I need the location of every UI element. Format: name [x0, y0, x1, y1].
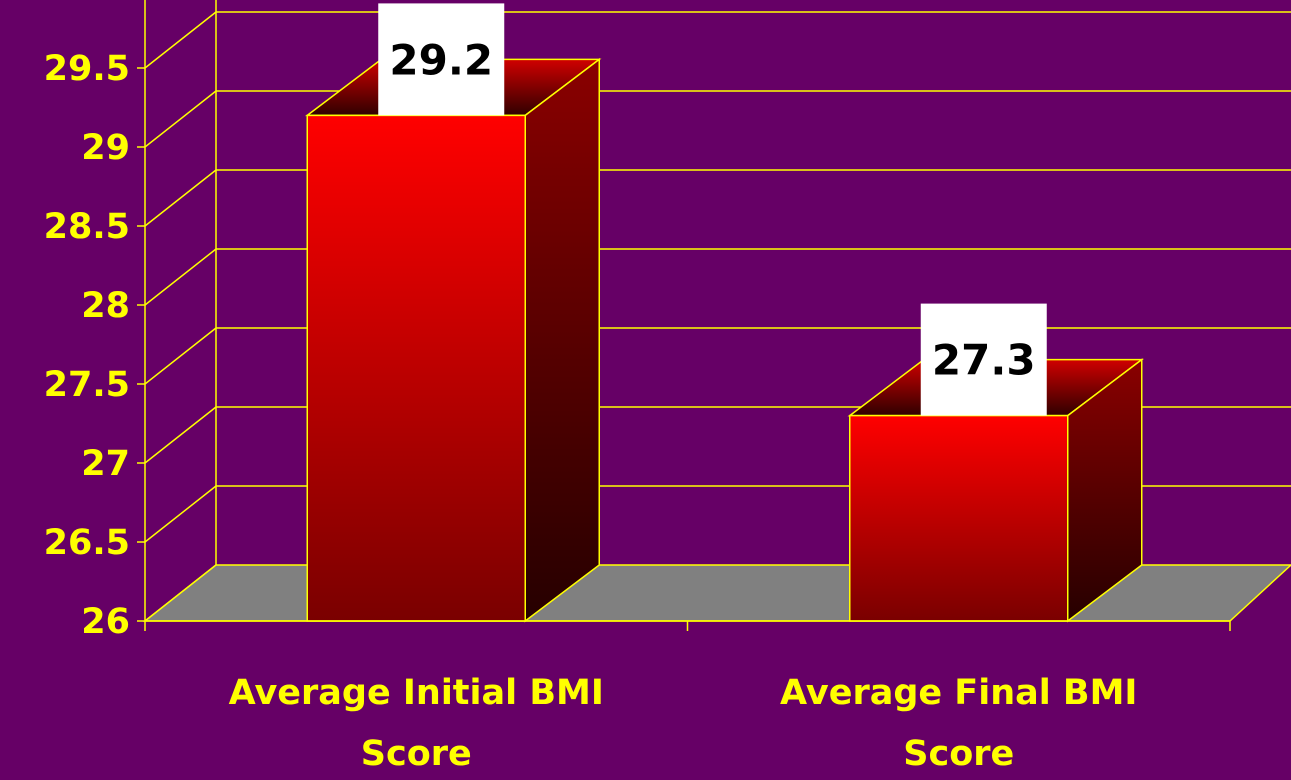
y-tick-label-27.5: 27.5	[44, 365, 130, 405]
bar-1	[849, 414, 1069, 622]
gridline-depth-28.5	[144, 169, 217, 227]
gridline-depth-28	[144, 248, 217, 306]
y-tick-label-29: 29	[81, 128, 130, 168]
gridline-depth-27.5	[144, 327, 217, 385]
bar-0	[306, 114, 526, 622]
y-tick-label-26.5: 26.5	[44, 523, 130, 563]
y-tick-label-28: 28	[81, 286, 130, 326]
y-tick-label-26: 26	[81, 602, 130, 642]
y-tick-label-28.5: 28.5	[44, 207, 130, 247]
y-tick-label-27: 27	[81, 444, 130, 484]
y-tick-label-29.5: 29.5	[44, 49, 130, 89]
labels: 29.2 Average Initial BMI Score 27.3 Average …	[44, 3, 1137, 774]
gridline-depth-27	[144, 406, 217, 464]
gridline-depth-29	[144, 90, 217, 148]
data-label-1: 27.3	[932, 336, 1036, 385]
data-label-0: 29.2	[389, 35, 493, 84]
data-label-box-0	[378, 3, 505, 116]
category-label-0-line-1: Score	[361, 734, 472, 774]
axes	[137, 0, 1231, 631]
category-label-1-line-1: Score	[903, 734, 1014, 774]
category-label-0-line-0: Average Initial BMI	[229, 673, 604, 713]
gridline-depth-26.5	[144, 485, 217, 543]
gridline-depth-29.5	[144, 11, 217, 69]
category-label-1-line-0: Average Final BMI	[780, 673, 1137, 713]
data-label-box-1	[920, 303, 1047, 416]
bars	[305, 57, 1144, 623]
bar-side-0	[524, 57, 600, 623]
